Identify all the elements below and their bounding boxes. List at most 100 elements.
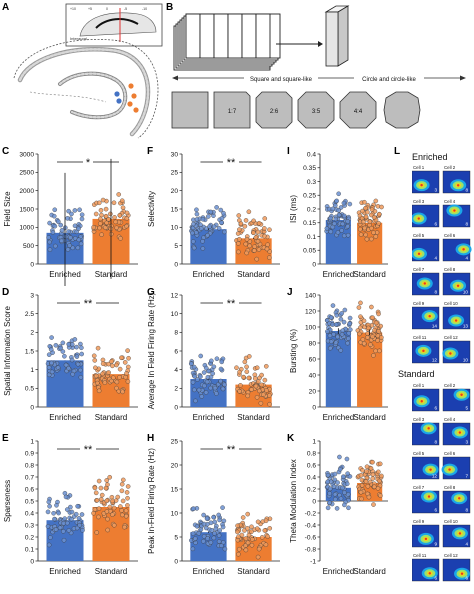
- cell-point: [47, 220, 52, 226]
- shape-continuum-arrow: [172, 73, 466, 83]
- rate-map-cell: Cell 8 10: [442, 267, 471, 296]
- cell-point: [205, 232, 210, 238]
- cell-point: [58, 345, 64, 351]
- cell-point: [92, 507, 98, 512]
- cell-point: [219, 220, 224, 225]
- chart-theta-modulation: -1 -0.8 -0.6 -0.4 -0.2 0 0.2 0.4 0.6 0.8 1 Theta Mo…: [289, 438, 388, 576]
- cell-point: [121, 477, 126, 483]
- cell-point: [65, 520, 70, 526]
- cell-point: [104, 509, 110, 514]
- cell-point: [345, 219, 351, 224]
- cell-point: [245, 511, 250, 517]
- cell-point: [377, 348, 382, 354]
- panel-label-c: C: [2, 146, 10, 157]
- cell-point: [220, 505, 225, 510]
- cell-point: [52, 516, 57, 522]
- cell-point: [62, 516, 67, 521]
- y-axis-label: Field Size: [3, 191, 12, 227]
- cell-point: [216, 539, 222, 544]
- cell-point: [255, 229, 261, 235]
- cell-label: Cell 9: [413, 301, 425, 306]
- cell-point: [125, 503, 130, 508]
- inset-label-p10: +10: [70, 7, 76, 11]
- cell-point: [91, 224, 96, 230]
- cell-point: [244, 250, 249, 256]
- cell-point: [337, 454, 342, 460]
- y-tick-label: 6: [174, 348, 178, 355]
- cell-point: [46, 499, 52, 505]
- cell-point: [358, 472, 364, 478]
- y-tick-label: 0.1: [307, 234, 316, 241]
- cell-point: [111, 523, 117, 528]
- cell-point: [218, 378, 223, 384]
- peak-rate-label: 13: [463, 324, 469, 329]
- cell-point: [347, 315, 353, 321]
- cell-point: [201, 370, 207, 375]
- cell-point: [119, 488, 125, 494]
- peak-rate-label: 5: [465, 406, 468, 411]
- cell-point: [123, 513, 129, 519]
- cell-point: [211, 535, 217, 541]
- cell-label: Cell 1: [413, 165, 425, 170]
- cell-label: Cell 4: [444, 417, 456, 422]
- cell-point: [110, 498, 115, 504]
- cell-point: [196, 531, 202, 536]
- cell-point: [112, 215, 117, 220]
- cell-point: [361, 318, 367, 324]
- cell-point: [367, 219, 373, 224]
- cell-point: [246, 532, 252, 538]
- cell-point: [46, 542, 52, 548]
- y-tick-label: -0.2: [305, 510, 317, 517]
- cell-point: [369, 236, 374, 242]
- rate-map-cell: Cell 4 3: [442, 417, 471, 446]
- peak-rate-label: 12: [432, 358, 438, 363]
- cell-point: [344, 456, 350, 462]
- cell-point: [119, 355, 124, 361]
- cell-point: [243, 218, 249, 223]
- cell-point: [55, 365, 61, 370]
- peak-rate-label: 3: [465, 440, 468, 445]
- shape-3-5: [297, 91, 335, 129]
- cell-point: [341, 233, 347, 239]
- cell-point: [328, 345, 333, 351]
- field-peak: [417, 217, 420, 220]
- cell-point: [57, 525, 63, 531]
- cell-point: [123, 508, 129, 514]
- cell-point: [220, 386, 226, 392]
- cell-point: [105, 527, 110, 533]
- y-tick-label: 10: [171, 311, 179, 318]
- cell-point: [68, 235, 73, 240]
- field-peak: [448, 468, 451, 471]
- peak-rate-label: 14: [432, 324, 438, 329]
- y-tick-label: 0.35: [303, 165, 316, 172]
- cell-point: [344, 481, 350, 487]
- peak-rate-label: 6: [465, 576, 468, 581]
- brain-inset: Interaural +10 +5 0 -5 -10: [65, 3, 163, 47]
- cell-point: [193, 398, 198, 404]
- y-tick-label: 0.8: [307, 450, 316, 457]
- cell-point: [47, 239, 52, 245]
- cell-point: [363, 205, 368, 211]
- y-tick-label: 500: [23, 243, 34, 250]
- cell-point: [264, 246, 270, 252]
- cell-point: [202, 383, 207, 389]
- cell-point: [45, 524, 51, 529]
- cell-point: [102, 380, 108, 385]
- cell-point: [59, 238, 64, 244]
- cell-point: [73, 511, 79, 517]
- cell-point: [49, 360, 54, 366]
- cell-point: [77, 522, 82, 528]
- cell-point: [218, 366, 224, 372]
- cell-point: [74, 354, 80, 359]
- significance-marker: **: [84, 444, 93, 456]
- cell-point: [364, 469, 369, 474]
- cell-point: [192, 536, 198, 541]
- cell-point: [358, 314, 363, 319]
- cell-point: [363, 232, 368, 238]
- rate-map-cell: Cell 7 8: [412, 267, 440, 296]
- cell-point: [114, 379, 120, 385]
- cell-point: [99, 492, 105, 498]
- cell-point: [342, 490, 347, 495]
- cell-point: [190, 239, 196, 244]
- cell-point: [236, 551, 241, 557]
